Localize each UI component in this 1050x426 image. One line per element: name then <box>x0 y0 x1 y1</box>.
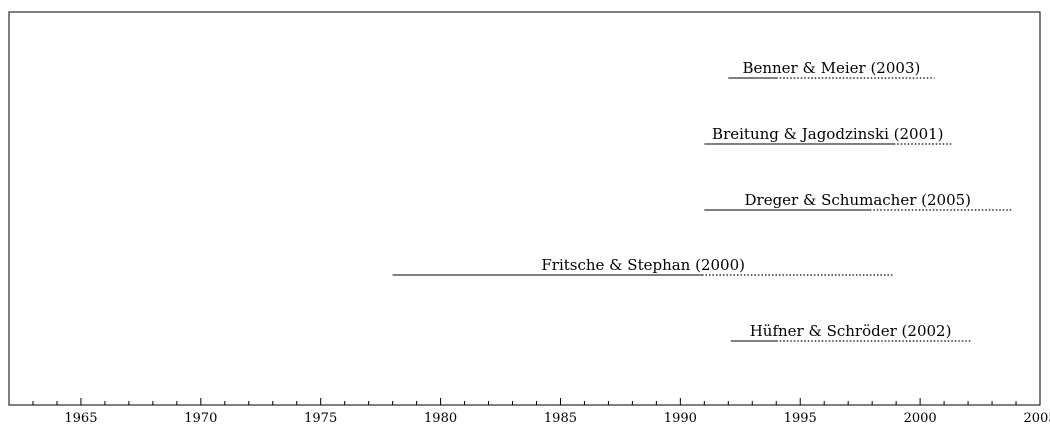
x-tick-label: 1990 <box>664 411 697 426</box>
study-label: Fritsche & Stephan (2000) <box>541 256 745 274</box>
study-rows: Benner & Meier (2003) Breitung & Jagodzin… <box>392 59 1012 342</box>
x-tick-label: 1970 <box>184 411 217 426</box>
x-tick-label: 1980 <box>424 411 457 426</box>
study-row: Benner & Meier (2003) <box>728 59 935 79</box>
study-label: Breitung & Jagodzinski (2001) <box>712 125 944 143</box>
x-tick-label: 1975 <box>304 411 337 426</box>
study-row: Breitung & Jagodzinski (2001) <box>704 125 952 145</box>
study-label: Hüfner & Schröder (2002) <box>750 322 952 340</box>
plot-frame <box>8 11 1041 406</box>
x-tick-label: 1995 <box>784 411 817 426</box>
study-label: Dreger & Schumacher (2005) <box>745 191 972 209</box>
x-tick-label: 1985 <box>544 411 577 426</box>
x-tick-label: 1965 <box>64 411 97 426</box>
x-axis: 1965 1970 1975 1980 1985 1990 1995 2000 2005 <box>8 398 1050 426</box>
study-label: Benner & Meier (2003) <box>742 59 920 77</box>
study-row: Hüfner & Schröder (2002) <box>730 322 971 342</box>
study-row: Fritsche & Stephan (2000) <box>392 256 894 276</box>
x-tick-label: 2005 <box>1023 411 1050 426</box>
study-row: Dreger & Schumacher (2005) <box>704 191 1012 211</box>
x-tick-label: 2000 <box>904 411 937 426</box>
